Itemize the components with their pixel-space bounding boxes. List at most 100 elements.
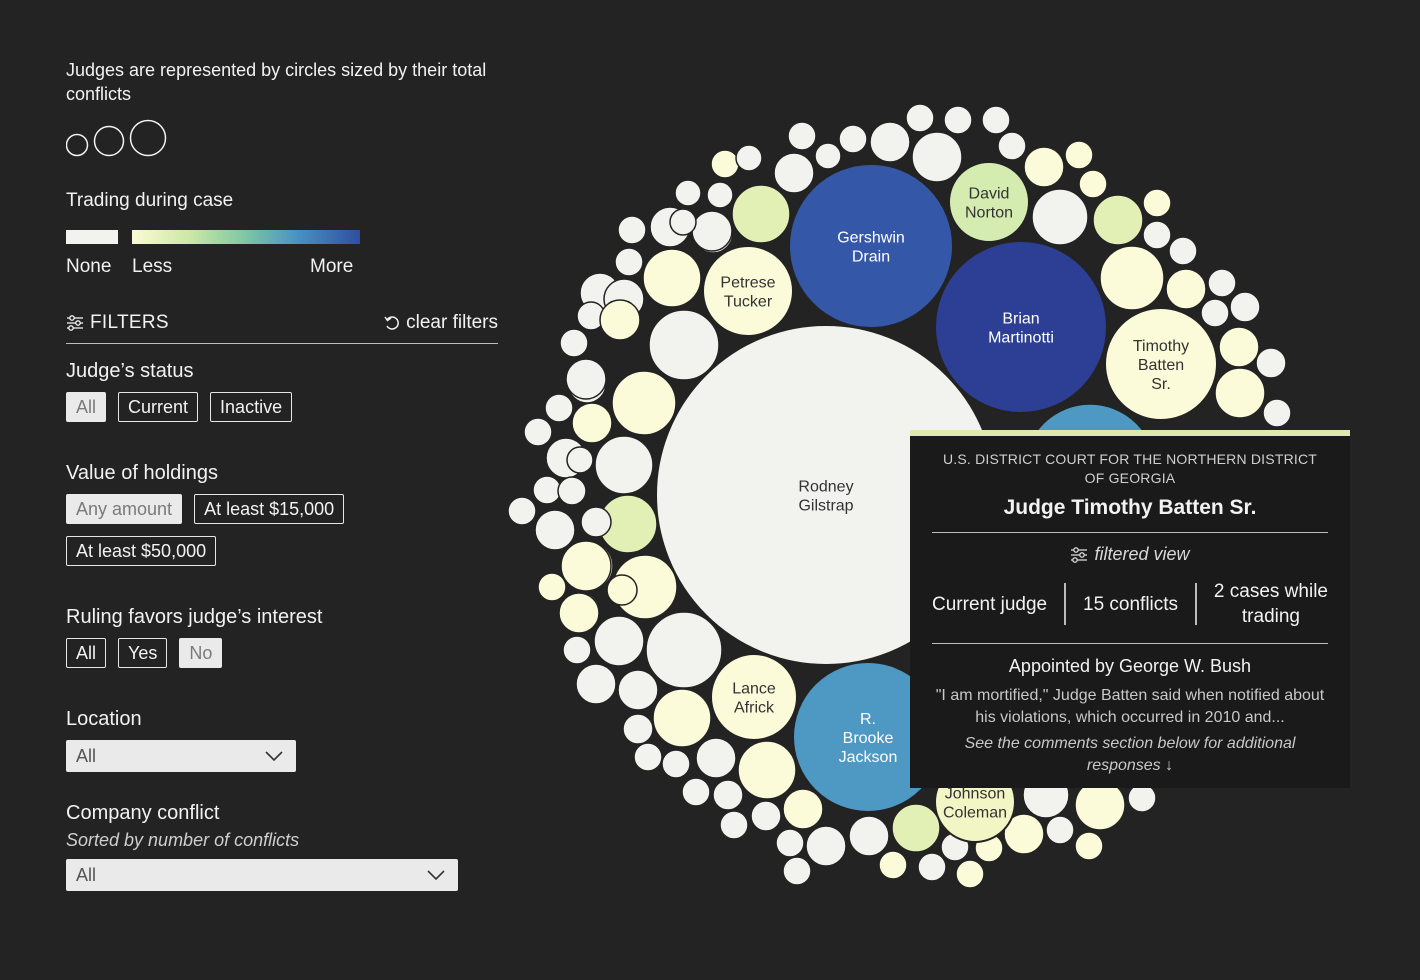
judge-bubble[interactable] xyxy=(731,184,791,244)
judge-bubble[interactable] xyxy=(773,152,815,194)
judge-bubble[interactable] xyxy=(674,179,702,207)
judge-bubble[interactable] xyxy=(534,509,576,551)
judge-bubble[interactable] xyxy=(911,131,963,183)
judge-bubble[interactable] xyxy=(557,476,587,506)
judge-bubble-labeled[interactable] xyxy=(934,240,1108,414)
judge-bubble[interactable] xyxy=(905,103,935,133)
holdings-option-50000[interactable]: At least $50,000 xyxy=(66,536,217,566)
judge-bubble[interactable] xyxy=(565,358,607,400)
judge-bubble-labeled[interactable] xyxy=(710,653,798,741)
judge-bubble[interactable] xyxy=(805,825,847,867)
judge-bubble[interactable] xyxy=(917,852,947,882)
ruling-option-yes[interactable]: Yes xyxy=(118,638,168,668)
judge-bubble[interactable] xyxy=(848,815,890,857)
judge-bubble[interactable] xyxy=(523,417,553,447)
judge-bubble-labeled[interactable] xyxy=(1104,307,1218,421)
judge-bubble[interactable] xyxy=(669,208,697,236)
judge-bubble[interactable] xyxy=(706,181,734,209)
judge-bubble-labeled[interactable] xyxy=(702,245,794,337)
judge-bubble[interactable] xyxy=(1092,194,1144,246)
judge-bubble[interactable] xyxy=(1074,831,1104,861)
judge-bubble[interactable] xyxy=(1078,169,1108,199)
judge-bubble-labeled[interactable] xyxy=(948,161,1030,243)
holdings-option-any[interactable]: Any amount xyxy=(66,494,183,524)
judge-bubble[interactable] xyxy=(559,328,589,358)
judge-bubble[interactable] xyxy=(1229,291,1261,323)
judge-bubble[interactable] xyxy=(712,779,744,811)
judge-bubble[interactable] xyxy=(1127,783,1157,813)
status-option-current[interactable]: Current xyxy=(118,392,199,422)
judge-bubble[interactable] xyxy=(661,749,691,779)
judge-bubble[interactable] xyxy=(575,663,617,705)
judge-bubble[interactable] xyxy=(622,713,654,745)
judge-bubble[interactable] xyxy=(645,611,723,689)
judge-bubble[interactable] xyxy=(1142,220,1172,250)
tooltip-comments-link[interactable]: See the comments section below for addit… xyxy=(964,735,1296,774)
judge-bubble[interactable] xyxy=(955,859,985,889)
status-option-inactive[interactable]: Inactive xyxy=(210,392,293,422)
judge-bubble[interactable] xyxy=(544,393,574,423)
judge-bubble[interactable] xyxy=(1165,268,1207,310)
ruling-option-all[interactable]: All xyxy=(66,638,107,668)
judge-bubble[interactable] xyxy=(710,149,740,179)
ruling-option-no[interactable]: No xyxy=(179,638,223,668)
judge-bubble[interactable] xyxy=(537,572,567,602)
judge-bubble[interactable] xyxy=(814,142,842,170)
judge-bubble[interactable] xyxy=(719,810,749,840)
judge-bubble[interactable] xyxy=(1255,347,1287,379)
judge-bubble[interactable] xyxy=(593,615,645,667)
judge-bubble[interactable] xyxy=(838,124,868,154)
judge-bubble[interactable] xyxy=(878,850,908,880)
company-select[interactable]: All xyxy=(66,859,458,891)
judge-bubble[interactable] xyxy=(891,803,941,853)
judge-bubble[interactable] xyxy=(611,370,677,436)
judge-bubble[interactable] xyxy=(1200,298,1230,328)
judge-bubble[interactable] xyxy=(648,309,720,381)
judge-bubble[interactable] xyxy=(695,737,737,779)
judge-bubble-labeled[interactable] xyxy=(788,163,954,329)
judge-bubble[interactable] xyxy=(1142,188,1172,218)
judge-bubble[interactable] xyxy=(1214,367,1266,419)
judge-bubble[interactable] xyxy=(566,446,594,474)
clear-filters-button[interactable]: clear filters xyxy=(383,312,498,334)
judge-bubble[interactable] xyxy=(750,800,782,832)
judge-bubble[interactable] xyxy=(614,247,644,277)
judge-bubble[interactable] xyxy=(1168,236,1198,266)
judge-bubble[interactable] xyxy=(633,742,663,772)
judge-bubble[interactable] xyxy=(507,496,537,526)
judge-bubble[interactable] xyxy=(869,121,911,163)
judge-bubble[interactable] xyxy=(1031,188,1089,246)
judge-bubble[interactable] xyxy=(652,688,712,748)
judge-bubble[interactable] xyxy=(606,574,638,606)
judge-bubble[interactable] xyxy=(617,215,647,245)
judge-bubble[interactable] xyxy=(782,788,824,830)
judge-bubble[interactable] xyxy=(981,105,1011,135)
judge-bubble[interactable] xyxy=(691,210,733,252)
judge-bubble[interactable] xyxy=(562,635,592,665)
judge-bubble[interactable] xyxy=(787,121,817,151)
judge-bubble[interactable] xyxy=(599,299,641,341)
judge-bubble[interactable] xyxy=(681,777,711,807)
judge-bubble[interactable] xyxy=(642,248,702,308)
judge-bubble[interactable] xyxy=(943,105,973,135)
judge-bubble[interactable] xyxy=(580,506,612,538)
judge-bubble[interactable] xyxy=(617,669,659,711)
judge-bubble[interactable] xyxy=(594,435,654,495)
location-select[interactable]: All xyxy=(66,740,296,772)
judge-bubble[interactable] xyxy=(1218,326,1260,368)
status-option-all[interactable]: All xyxy=(66,392,107,422)
judge-bubble[interactable] xyxy=(1099,245,1165,311)
judge-bubble[interactable] xyxy=(737,740,797,800)
holdings-option-15000[interactable]: At least $15,000 xyxy=(194,494,345,524)
judge-bubble[interactable] xyxy=(1003,813,1045,855)
judge-bubble[interactable] xyxy=(735,144,763,172)
judge-bubble[interactable] xyxy=(558,592,600,634)
judge-bubble[interactable] xyxy=(1023,146,1065,188)
judge-bubble[interactable] xyxy=(1045,815,1075,845)
judge-bubble[interactable] xyxy=(560,540,612,592)
judge-bubble[interactable] xyxy=(782,856,812,886)
judge-bubble[interactable] xyxy=(1207,268,1237,298)
judge-bubble[interactable] xyxy=(532,475,562,505)
judge-bubble[interactable] xyxy=(1064,140,1094,170)
judge-bubble[interactable] xyxy=(1262,398,1292,428)
